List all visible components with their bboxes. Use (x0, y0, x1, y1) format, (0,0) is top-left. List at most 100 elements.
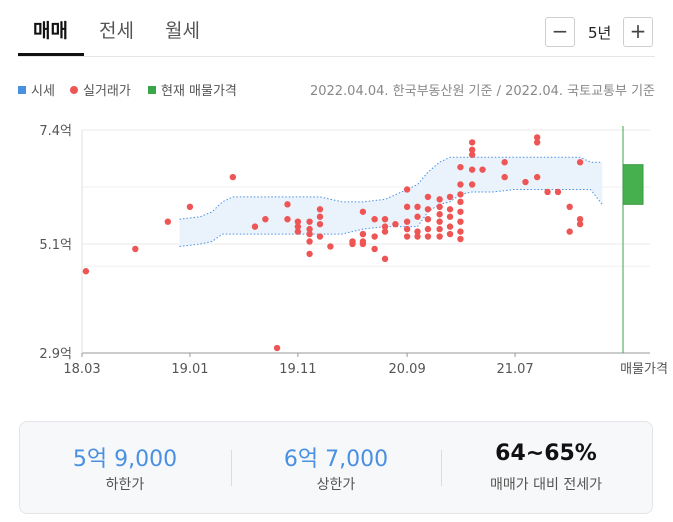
transaction-point (306, 225, 313, 233)
transaction-point (316, 233, 324, 240)
transaction-point (359, 208, 367, 215)
transaction-point (381, 216, 389, 223)
legend-swatch-listing-price (148, 86, 156, 94)
transaction-point (522, 178, 529, 186)
transaction-point (186, 203, 194, 211)
transaction-point (576, 216, 584, 223)
transaction-point (284, 201, 291, 208)
transaction-point (468, 166, 476, 173)
transaction-point (457, 198, 464, 206)
transaction-point (371, 233, 378, 240)
transaction-point (436, 203, 443, 211)
transaction-point (566, 203, 573, 211)
transaction-point (436, 225, 443, 233)
transaction-point (576, 159, 584, 166)
legend-item-market-price: 시세 (18, 80, 55, 99)
transaction-point (403, 233, 411, 240)
active-tab-indicator (18, 53, 84, 56)
tab-jeonse[interactable]: 전세 (99, 20, 134, 42)
transaction-point (381, 255, 389, 263)
transaction-point (371, 245, 378, 253)
y-tick-label: 5.1억 (39, 238, 72, 253)
x-tick-label: 19.11 (279, 362, 316, 377)
transaction-point (446, 206, 454, 213)
transaction-point (414, 203, 421, 211)
stat-divider (441, 450, 442, 486)
transaction-point (381, 228, 389, 235)
transaction-point (306, 250, 313, 258)
tab-sale[interactable]: 매매 (33, 20, 68, 42)
legend-item-transaction-price: 실거래가 (70, 80, 131, 99)
lower-price-value: 5억 9,000 (72, 447, 178, 472)
transaction-point (457, 208, 464, 215)
transaction-point (327, 243, 334, 250)
upper-price-label: 상한가 (316, 477, 356, 493)
transaction-point (424, 206, 432, 213)
listing-price-bar (622, 164, 644, 205)
market-price-band (179, 157, 603, 247)
transaction-point (251, 223, 259, 230)
transaction-point (468, 151, 476, 158)
transaction-point (533, 173, 541, 181)
transaction-point (468, 139, 476, 146)
transaction-point (403, 186, 411, 193)
transaction-point (403, 203, 411, 211)
transaction-point (446, 193, 454, 201)
transaction-point (457, 181, 464, 188)
transaction-point (457, 218, 464, 225)
transaction-point (446, 223, 454, 230)
legend-swatch-transaction-price (70, 86, 78, 94)
transaction-point (576, 220, 584, 228)
tab-bar: 매매 전세 월세 − 5년 + (0, 0, 673, 57)
transaction-point (403, 225, 411, 233)
transaction-point (533, 139, 541, 146)
transaction-point (424, 193, 432, 201)
transaction-point (164, 218, 172, 225)
x-tick-label-listing: 매물가격 (620, 362, 668, 377)
transaction-point (381, 223, 389, 230)
transaction-point (501, 173, 508, 181)
transaction-point (359, 230, 367, 238)
lower-price-stat: 5억 9,000 하한가 (20, 422, 230, 513)
tab-monthly-rent[interactable]: 월세 (165, 20, 200, 42)
x-tick-label: 21.07 (496, 362, 533, 377)
transaction-point (414, 213, 421, 220)
plus-icon: + (629, 19, 647, 43)
transaction-point (446, 213, 454, 220)
transaction-point (424, 225, 432, 233)
minus-icon: − (551, 19, 569, 43)
price-summary-card: 5억 9,000 하한가 6억 7,000 상한가 64~65% 매매가 대비 … (19, 421, 653, 514)
transaction-point (262, 216, 269, 223)
legend-label-market-price: 시세 (31, 84, 55, 99)
transaction-point (316, 220, 324, 228)
x-tick-label: 18.03 (63, 362, 100, 377)
lower-price-label: 하한가 (105, 477, 145, 493)
transaction-point (294, 228, 302, 235)
transaction-point (554, 188, 562, 196)
jeonse-ratio-stat: 64~65% 매매가 대비 전세가 (441, 422, 651, 513)
transaction-point (414, 228, 421, 235)
transaction-point (294, 223, 302, 230)
y-tick-label: 7.4억 (39, 124, 72, 139)
zoom-out-button[interactable]: − (545, 17, 575, 47)
transaction-point (544, 188, 551, 196)
transaction-point (316, 206, 324, 213)
transaction-point (446, 230, 454, 238)
transaction-point (306, 230, 313, 238)
transaction-point (392, 220, 399, 228)
transaction-point (468, 181, 476, 188)
legend-label-listing-price: 현재 매물가격 (161, 84, 237, 99)
tab-divider (18, 56, 655, 57)
transaction-point (349, 240, 356, 248)
transaction-point (436, 196, 443, 203)
period-label: 5년 (588, 24, 612, 42)
legend-item-listing-price: 현재 매물가격 (148, 80, 237, 99)
transaction-point (294, 218, 302, 225)
transaction-point (457, 235, 464, 243)
upper-price-value: 6억 7,000 (283, 447, 389, 472)
transaction-point (414, 233, 421, 240)
zoom-in-button[interactable]: + (623, 17, 653, 47)
transaction-point (132, 245, 139, 253)
transaction-point (457, 163, 464, 171)
